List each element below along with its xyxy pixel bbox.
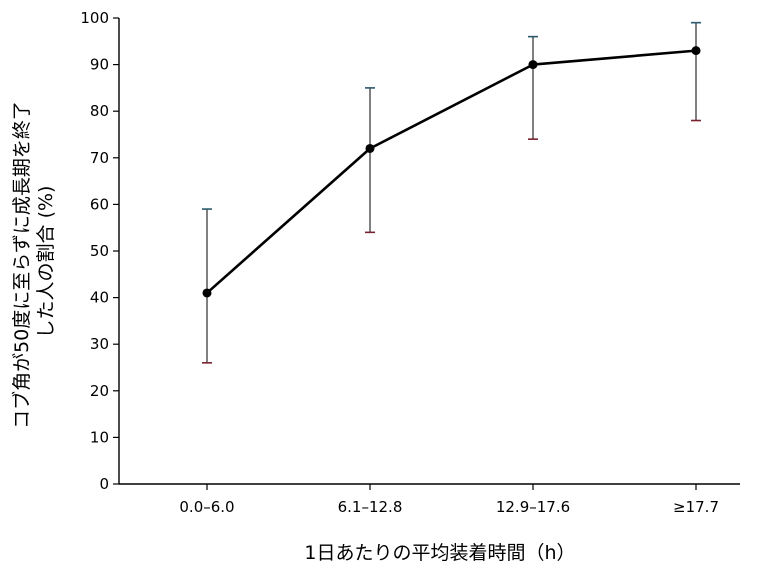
data-point [528, 60, 538, 70]
y-tick-label: 50 [90, 242, 109, 260]
axes-layer [118, 18, 740, 485]
x-tick-label: 6.1–12.8 [338, 498, 403, 516]
data-point [691, 46, 701, 56]
x-tick-label: 0.0–6.0 [179, 498, 234, 516]
y-tick-label: 80 [90, 102, 109, 120]
y-axis-title-line-1: コブ角が50度に至らずに成長期を終了 [10, 101, 33, 429]
y-tick-label: 20 [90, 382, 109, 400]
y-tick-label: 100 [80, 9, 109, 27]
y-tick-label: 40 [90, 289, 109, 307]
x-tick-label: ≥17.7 [673, 498, 719, 516]
y-tick-label: 60 [90, 195, 109, 213]
y-tick-label: 70 [90, 149, 109, 167]
y-axis-title: コブ角が50度に至らずに成長期を終了 した人の割合 (%) [10, 95, 57, 429]
y-tick-label: 0 [99, 475, 109, 493]
ticks-layer: 0 10 20 30 40 50 60 70 80 90 100 0.0–6.0 6.1–12.8 12.… [80, 9, 719, 516]
x-tick-label: 12.9–17.6 [496, 498, 570, 516]
series-layer [202, 46, 701, 298]
y-tick-label: 10 [90, 428, 109, 446]
series-line [206, 49, 697, 294]
error-bars-layer [202, 21, 701, 364]
data-point [202, 288, 212, 298]
y-axis-title-line-2: した人の割合 (%) [35, 186, 57, 339]
y-tick-label: 90 [90, 56, 109, 74]
y-tick-label: 30 [90, 335, 109, 353]
data-point [365, 143, 375, 153]
x-axis-title: 1日あたりの平均装着時間（h） [304, 542, 575, 564]
